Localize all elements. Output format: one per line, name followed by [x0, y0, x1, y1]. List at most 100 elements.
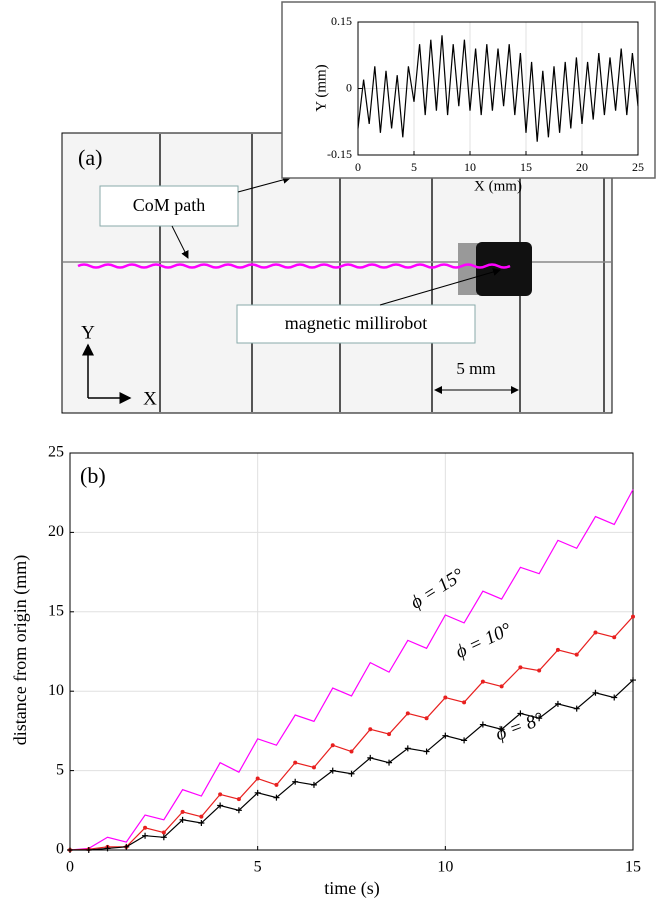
plot-frame — [357, 21, 639, 156]
x-tick-label: 5 — [411, 160, 417, 174]
label-box — [236, 304, 476, 344]
marker — [554, 700, 561, 707]
marker — [199, 814, 204, 819]
marker — [254, 789, 261, 796]
marker — [611, 694, 618, 701]
robot — [476, 242, 532, 296]
marker — [348, 770, 355, 777]
y-tick-label: 0 — [346, 80, 352, 94]
marker — [631, 614, 635, 619]
marker — [592, 689, 599, 696]
x-axis-label: X (mm) — [474, 178, 522, 194]
marker — [518, 665, 523, 670]
com-label: CoM path — [133, 195, 206, 215]
marker — [630, 677, 636, 684]
x-axis-label: time (s) — [324, 878, 380, 899]
marker — [218, 792, 223, 797]
marker — [386, 759, 393, 766]
marker — [235, 807, 242, 814]
marker — [423, 748, 430, 755]
marker — [123, 843, 130, 850]
series-line — [357, 35, 639, 142]
marker — [67, 847, 73, 853]
marker — [198, 820, 205, 827]
x-tick-label: 15 — [625, 859, 641, 876]
x-arrow-label: X — [143, 388, 157, 409]
marker — [480, 679, 485, 684]
marker — [85, 847, 92, 853]
photo-panel: (a) CoM path magnetic millirobot 5 mm Y … — [61, 132, 613, 414]
marker — [555, 647, 560, 652]
marker — [537, 668, 542, 673]
x-tick-label: 0 — [66, 859, 74, 876]
y-tick-label: 15 — [48, 602, 64, 619]
marker — [273, 794, 280, 801]
marker — [349, 749, 354, 754]
robot-shadow — [458, 243, 478, 295]
x-tick-label: 0 — [355, 160, 361, 174]
scale-label: 5 mm — [456, 359, 495, 378]
series-line — [69, 489, 634, 851]
y-tick-label: 5 — [56, 761, 64, 778]
annotation: ϕ = 10° — [452, 619, 514, 663]
plot-frame — [69, 452, 634, 851]
marker — [424, 716, 429, 721]
marker — [255, 776, 260, 781]
marker — [310, 781, 317, 788]
marker — [574, 652, 579, 657]
marker — [443, 695, 448, 700]
arrow — [379, 268, 501, 306]
marker — [311, 765, 316, 770]
y-axis-label: distance from origin (mm) — [10, 555, 31, 745]
marker — [461, 737, 468, 744]
marker — [499, 684, 504, 689]
marker — [536, 715, 543, 722]
marker — [593, 630, 598, 635]
y-tick-label: 20 — [48, 523, 64, 540]
marker — [442, 732, 449, 739]
marker — [142, 832, 149, 839]
marker — [612, 635, 617, 640]
annotation: ϕ = 15° — [407, 564, 468, 613]
marker — [293, 760, 298, 765]
y-arrow-label: Y — [81, 322, 95, 343]
marker — [462, 700, 467, 705]
marker — [236, 797, 241, 802]
y-tick-label: 0.15 — [331, 14, 352, 28]
x-tick-label: 5 — [254, 859, 262, 876]
y-tick-label: 25 — [48, 444, 64, 461]
marker — [160, 834, 167, 841]
x-tick-label: 20 — [576, 160, 588, 174]
label-box — [99, 185, 239, 227]
marker — [479, 721, 486, 728]
marker — [517, 710, 524, 717]
marker — [573, 705, 580, 712]
series-line — [69, 616, 634, 851]
marker — [179, 816, 186, 823]
marker — [161, 830, 166, 835]
arrow — [171, 225, 189, 259]
marker — [104, 845, 111, 852]
marker — [274, 782, 279, 787]
y-tick-label: 0 — [56, 841, 64, 858]
marker — [405, 711, 410, 716]
marker — [368, 727, 373, 732]
marker — [404, 745, 411, 752]
panel-label: (b) — [80, 463, 106, 488]
com-path — [77, 263, 511, 269]
x-tick-label: 15 — [520, 160, 532, 174]
marker — [330, 743, 335, 748]
y-axis-label: Y (mm) — [313, 64, 329, 111]
x-tick-label: 25 — [632, 160, 644, 174]
arrow — [237, 175, 291, 193]
marker — [180, 809, 185, 814]
y-tick-label: 10 — [48, 682, 64, 699]
panel-label: (a) — [78, 145, 102, 170]
x-tick-label: 10 — [437, 859, 453, 876]
marker — [367, 754, 374, 761]
marker — [143, 825, 148, 830]
robot-label: magnetic millirobot — [285, 313, 427, 333]
marker — [498, 726, 505, 733]
x-tick-label: 10 — [464, 160, 476, 174]
